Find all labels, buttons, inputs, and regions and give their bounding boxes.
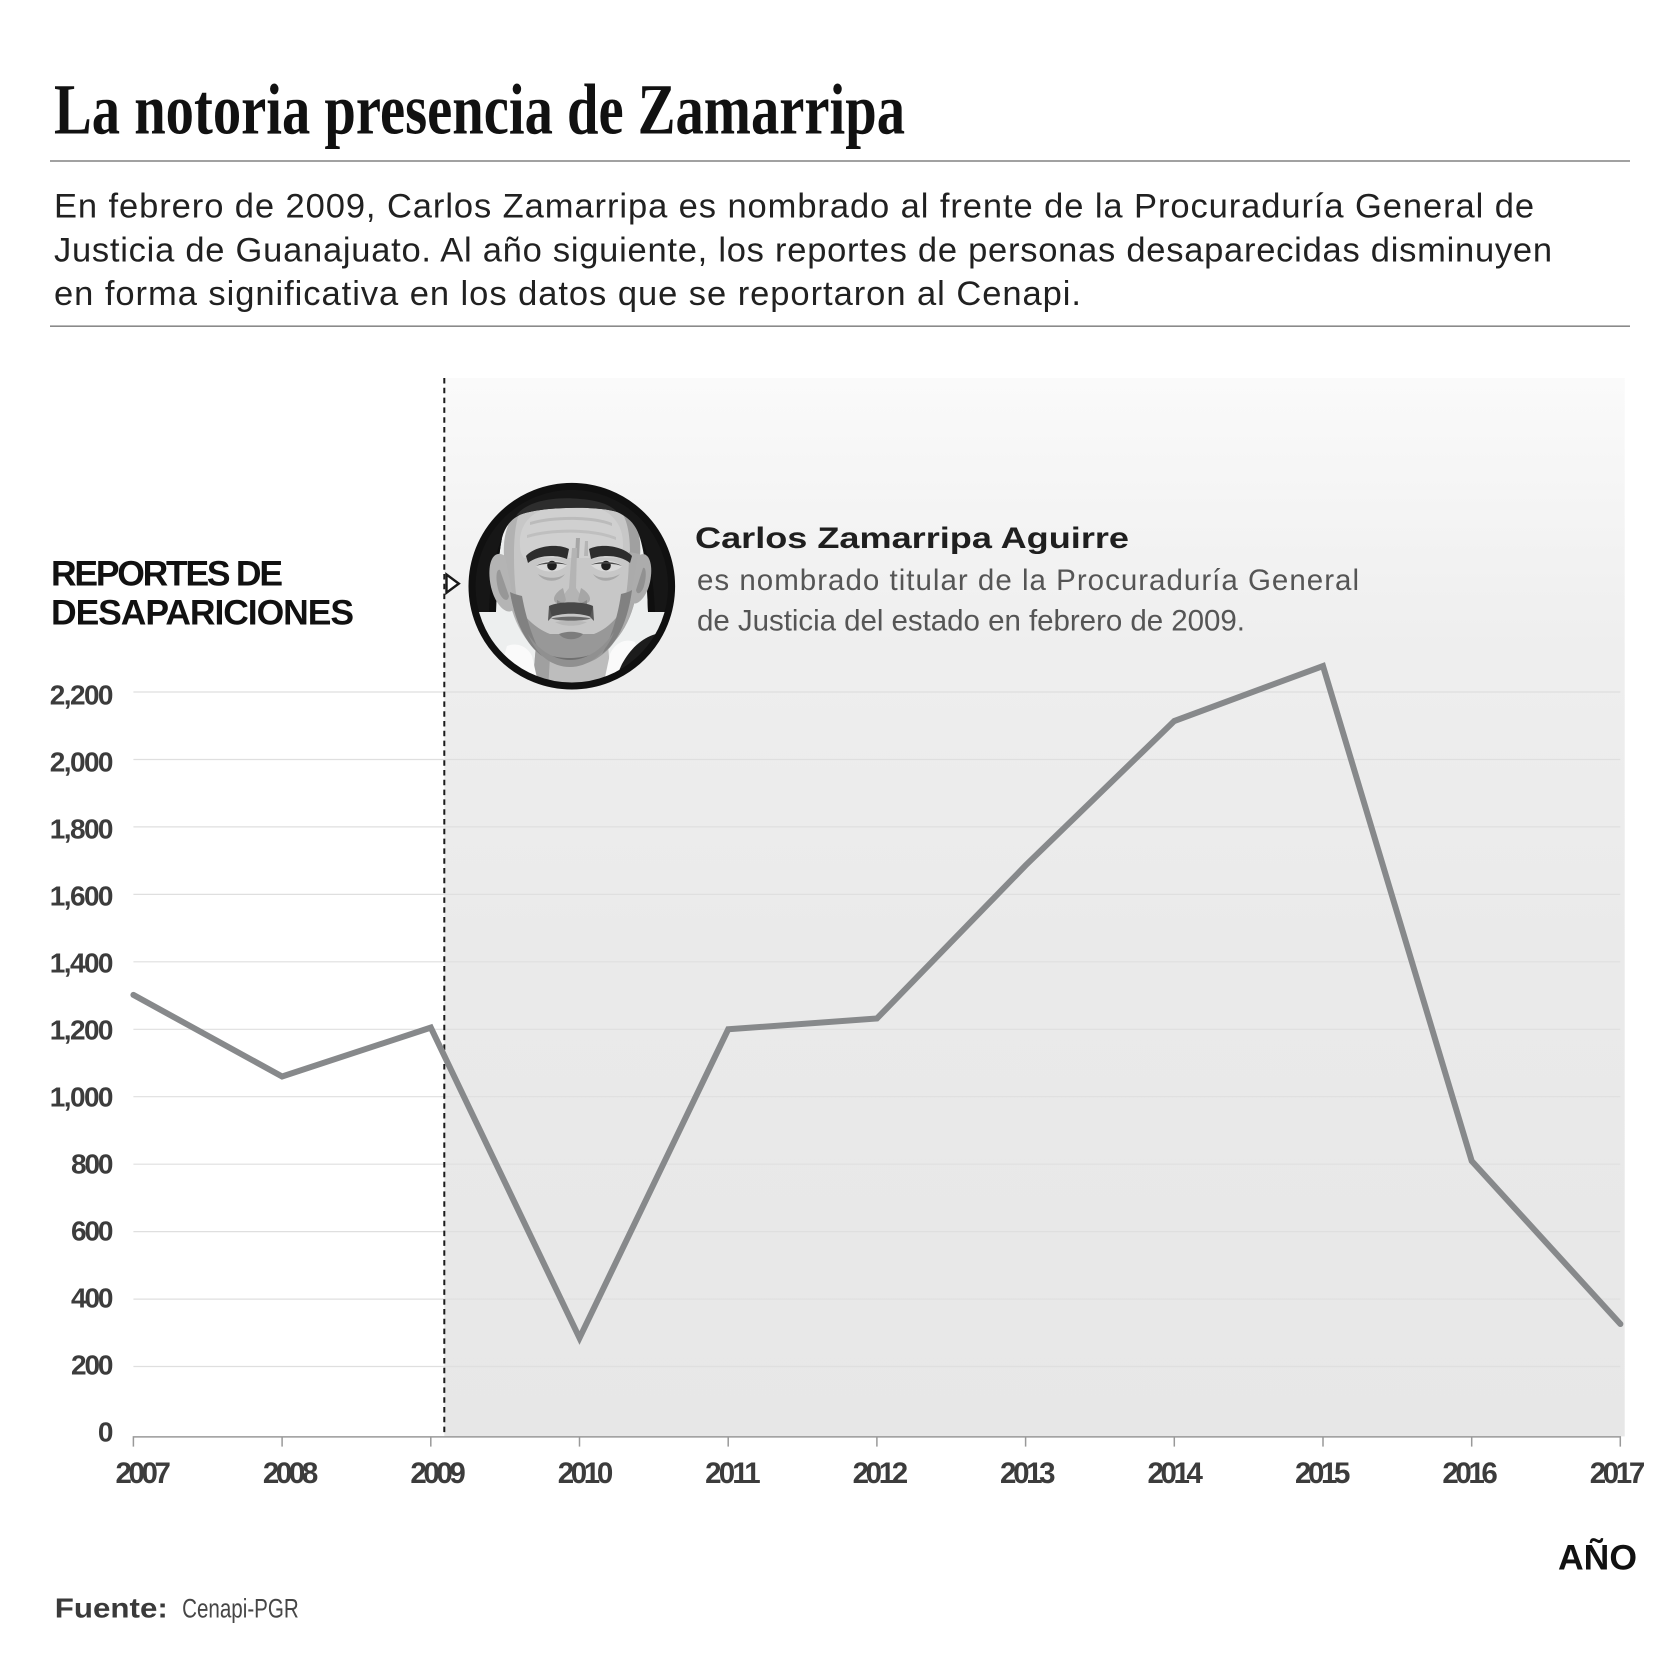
- svg-text:2016: 2016: [1442, 1457, 1498, 1490]
- svg-text:2010: 2010: [558, 1457, 614, 1490]
- svg-text:1,200: 1,200: [50, 1015, 114, 1046]
- svg-text:Fuente:: Fuente:: [55, 1593, 168, 1624]
- svg-text:2014: 2014: [1147, 1457, 1203, 1490]
- svg-text:2017: 2017: [1590, 1457, 1646, 1490]
- svg-text:600: 600: [71, 1216, 114, 1247]
- svg-text:En febrero de 2009, Carlos Zam: En febrero de 2009, Carlos Zamarripa es …: [54, 188, 1534, 226]
- svg-text:Justicia de Guanajuato. Al año: Justicia de Guanajuato. Al año siguiente…: [54, 232, 1552, 270]
- svg-text:REPORTES DE: REPORTES DE: [51, 554, 283, 594]
- svg-text:2011: 2011: [705, 1457, 761, 1490]
- svg-text:La notoria presencia de Zamarr: La notoria presencia de Zamarripa: [54, 69, 905, 150]
- svg-text:200: 200: [71, 1349, 114, 1380]
- svg-text:1,000: 1,000: [50, 1082, 114, 1113]
- svg-text:800: 800: [71, 1149, 114, 1180]
- svg-text:en forma significativa en los: en forma significativa en los datos que …: [54, 275, 1081, 313]
- svg-text:2013: 2013: [1000, 1457, 1056, 1490]
- svg-text:2,000: 2,000: [50, 747, 114, 778]
- svg-text:1,800: 1,800: [50, 814, 114, 845]
- svg-text:de Justicia del estado en febr: de Justicia del estado en febrero de 200…: [697, 605, 1245, 638]
- svg-text:2007: 2007: [115, 1457, 171, 1490]
- svg-text:0: 0: [98, 1416, 114, 1447]
- svg-text:2008: 2008: [263, 1457, 319, 1490]
- svg-text:DESAPARICIONES: DESAPARICIONES: [51, 593, 354, 633]
- svg-text:2009: 2009: [410, 1457, 466, 1490]
- svg-text:AÑO: AÑO: [1558, 1538, 1637, 1578]
- svg-text:2015: 2015: [1295, 1457, 1351, 1490]
- svg-text:2012: 2012: [853, 1457, 909, 1490]
- svg-text:Carlos Zamarripa Aguirre: Carlos Zamarripa Aguirre: [695, 522, 1129, 555]
- svg-text:2,200: 2,200: [50, 680, 114, 711]
- svg-text:1,400: 1,400: [50, 948, 114, 979]
- svg-text:es nombrado titular de la Proc: es nombrado titular de la Procuraduría G…: [697, 564, 1359, 597]
- svg-text:400: 400: [71, 1282, 114, 1313]
- svg-text:Cenapi-PGR: Cenapi-PGR: [182, 1594, 299, 1624]
- svg-text:1,600: 1,600: [50, 881, 114, 912]
